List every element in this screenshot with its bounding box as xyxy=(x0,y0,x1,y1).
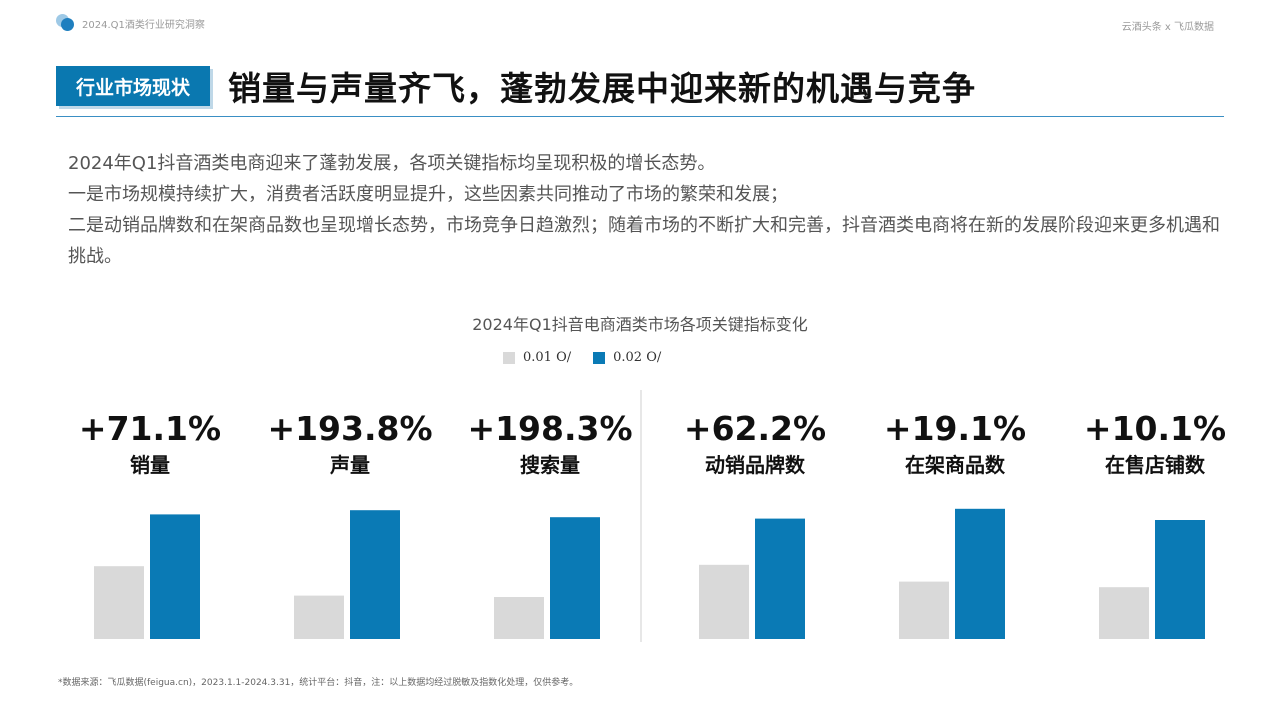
bar-2024q1 xyxy=(955,508,1005,639)
bar-2023q1 xyxy=(899,581,949,639)
brand-logo-icon xyxy=(56,14,76,32)
legend-item: 0.02 O/ xyxy=(593,350,661,365)
bar-2023q1 xyxy=(94,566,144,639)
bar-chart: +71.1% 销量 +193.8% 声量 +198.3% 搜索量 +62.2% 动销品牌数 +1… xyxy=(79,390,1226,642)
metric-label: 在架商品数 xyxy=(905,453,1006,477)
growth-label: +10.1% xyxy=(1084,409,1226,448)
growth-label: +193.8% xyxy=(267,409,432,448)
summary-line: 一是市场规模持续扩大，消费者活跃度明显提升，这些因素共同推动了市场的繁荣和发展； xyxy=(68,184,788,205)
metric-label: 动销品牌数 xyxy=(705,453,806,477)
report-label-group: 2024.Q1酒类行业研究洞察 xyxy=(56,14,205,32)
report-label: 2024.Q1酒类行业研究洞察 xyxy=(82,19,205,31)
growth-label: +198.3% xyxy=(467,409,632,448)
bar-2023q1 xyxy=(1099,587,1149,639)
metric-label: 销量 xyxy=(130,453,170,477)
page-title: 销量与声量齐飞，蓬勃发展中迎来新的机遇与竞争 xyxy=(228,69,976,108)
legend-item: 0.01 O/ xyxy=(503,350,571,365)
bar-2023q1 xyxy=(494,597,544,639)
metric-label: 在售店铺数 xyxy=(1105,453,1206,477)
growth-label: +19.1% xyxy=(884,409,1026,448)
section-tag: 行业市场现状 xyxy=(56,66,210,106)
growth-label: +71.1% xyxy=(79,409,221,448)
bar-2023q1 xyxy=(699,564,749,639)
legend-label: 0.02 O/ xyxy=(613,350,662,365)
bar-2024q1 xyxy=(1155,520,1205,639)
chart-title: 2024年Q1抖音电商酒类市场各项关键指标变化 xyxy=(472,315,808,334)
legend-swatch-gray xyxy=(503,351,515,364)
bar-2024q1 xyxy=(550,517,600,639)
chart-legend: 0.01 O/ 0.02 O/ xyxy=(503,350,661,365)
bar-2024q1 xyxy=(350,510,400,639)
metric-label: 搜索量 xyxy=(520,453,580,477)
data-source-note: *数据来源：飞瓜数据(feigua.cn)，2023.1.1-2024.3.31… xyxy=(58,678,579,688)
growth-label: +62.2% xyxy=(684,409,826,448)
legend-label: 0.01 O/ xyxy=(523,350,572,365)
page-header: 行业市场现状 销量与声量齐飞，蓬勃发展中迎来新的机遇与竞争 xyxy=(56,60,1224,117)
legend-swatch-blue xyxy=(593,351,606,364)
bar-2023q1 xyxy=(294,595,344,639)
bar-2024q1 xyxy=(150,514,200,639)
bar-2024q1 xyxy=(755,518,805,639)
brand-credit: 云酒头条 x 飞瓜数据 xyxy=(1121,22,1214,33)
metric-label: 声量 xyxy=(329,453,370,477)
summary-line: 二是动销品牌数和在架商品数也呈现增长态势，市场竞争日趋激烈；随着市场的不断扩大和… xyxy=(68,215,1220,267)
summary-line: 2024年Q1抖音酒类电商迎来了蓬勃发展，各项关键指标均呈现积极的增长态势。 xyxy=(68,153,716,174)
summary-text: 2024年Q1抖音酒类电商迎来了蓬勃发展，各项关键指标均呈现积极的增长态势。 一… xyxy=(68,148,1228,272)
